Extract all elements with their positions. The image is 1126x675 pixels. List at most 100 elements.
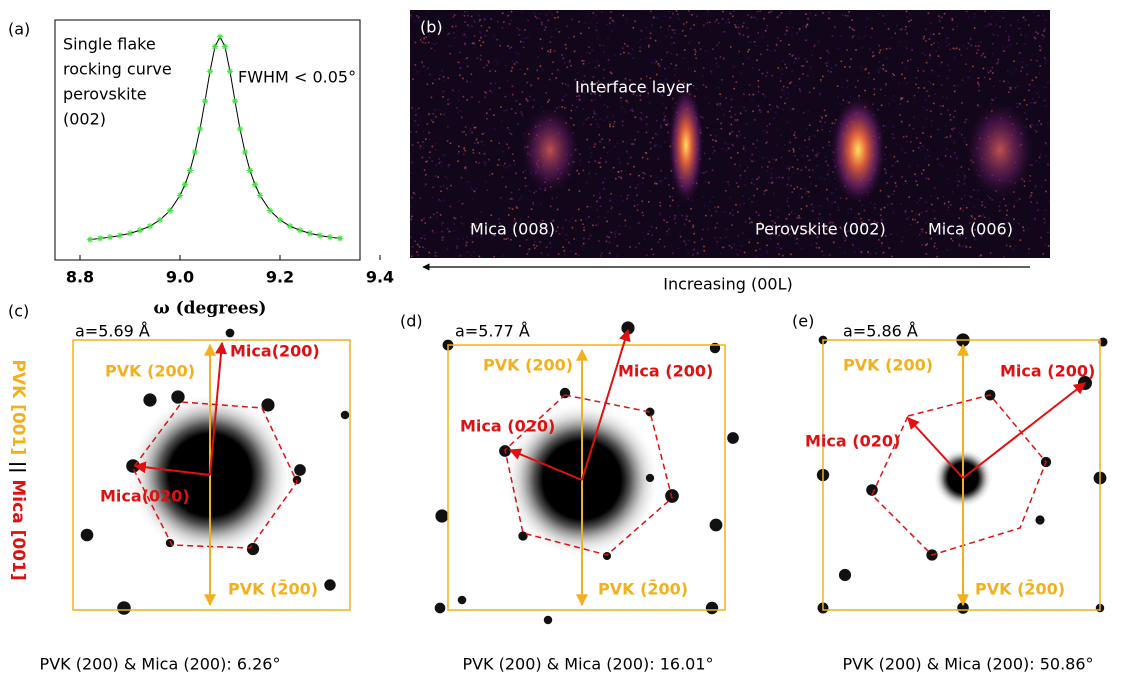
noise-dot (1047, 163, 1049, 166)
noise-dot (1041, 33, 1044, 36)
noise-dot (491, 237, 494, 239)
noise-dot (653, 144, 656, 147)
noise-dot (1030, 59, 1032, 61)
noise-dot (974, 13, 976, 15)
noise-dot (766, 24, 768, 27)
noise-dot (868, 72, 870, 74)
noise-dot (493, 128, 496, 130)
noise-dot (902, 136, 905, 138)
noise-dot (681, 29, 684, 32)
noise-dot (955, 47, 958, 50)
noise-dot (588, 172, 591, 175)
noise-dot (755, 18, 758, 21)
diffraction-spot (543, 615, 553, 625)
noise-dot (434, 109, 436, 111)
noise-dot (823, 254, 825, 257)
noise-dot (1044, 179, 1047, 182)
noise-dot (592, 76, 595, 78)
noise-dot (934, 242, 936, 245)
noise-dot (1016, 85, 1019, 88)
noise-dot (674, 68, 677, 70)
noise-dot (732, 75, 734, 78)
noise-dot (963, 137, 966, 139)
noise-dot (933, 187, 936, 189)
noise-dot (483, 66, 485, 69)
noise-dot (1013, 205, 1015, 208)
noise-dot (980, 234, 983, 236)
noise-dot (725, 21, 727, 24)
noise-dot (508, 129, 511, 132)
diffraction-spot (435, 509, 449, 523)
noise-dot (987, 22, 990, 25)
noise-dot (567, 36, 570, 39)
noise-dot (558, 106, 561, 108)
noise-dot (941, 227, 944, 229)
noise-dot (469, 127, 472, 130)
x-tick-label: 9.0 (166, 268, 194, 287)
noise-dot (508, 214, 510, 216)
noise-dot (871, 55, 874, 58)
noise-dot (491, 91, 494, 94)
noise-dot (930, 203, 933, 206)
noise-dot (441, 223, 443, 226)
noise-dot (612, 115, 614, 118)
noise-dot (708, 181, 710, 184)
noise-dot (514, 51, 517, 54)
noise-dot (796, 158, 799, 161)
noise-dot (505, 64, 507, 67)
noise-dot (501, 26, 504, 29)
noise-dot (847, 208, 850, 211)
panel-label: (d) (400, 312, 423, 331)
noise-dot (578, 190, 581, 192)
noise-dot (927, 164, 930, 166)
noise-dot (786, 29, 788, 32)
noise-dot (947, 200, 950, 203)
noise-dot (758, 176, 760, 179)
noise-dot (436, 211, 439, 214)
noise-dot (683, 49, 686, 51)
noise-dot (747, 14, 749, 16)
noise-dot (629, 246, 631, 248)
noise-dot (978, 215, 980, 218)
noise-dot (459, 67, 462, 69)
noise-dot (442, 90, 444, 93)
noise-dot (621, 120, 624, 123)
noise-dot (453, 230, 455, 232)
noise-dot (982, 67, 985, 70)
noise-dot (801, 196, 803, 199)
noise-dot (925, 177, 928, 180)
peak (965, 100, 1035, 200)
marker (206, 68, 214, 75)
noise-dot (723, 246, 725, 249)
noise-dot (918, 199, 921, 201)
noise-dot (473, 20, 476, 23)
noise-dot (624, 225, 627, 227)
noise-dot (671, 28, 674, 31)
noise-dot (744, 184, 746, 186)
noise-dot (777, 216, 779, 218)
noise-dot (780, 96, 782, 98)
noise-dot (924, 222, 927, 224)
noise-dot (594, 93, 596, 95)
noise-dot (478, 255, 481, 258)
noise-dot (578, 95, 580, 97)
noise-dot (649, 147, 652, 150)
noise-dot (410, 205, 412, 208)
noise-dot (616, 244, 619, 247)
noise-dot (827, 70, 830, 72)
noise-dot (435, 175, 437, 177)
noise-dot (428, 131, 430, 134)
noise-dot (775, 43, 778, 46)
noise-dot (827, 164, 829, 167)
peak (668, 85, 704, 205)
noise-dot (899, 28, 901, 31)
noise-dot (563, 61, 566, 64)
noise-dot (704, 50, 707, 53)
noise-dot (640, 78, 642, 80)
noise-dot (419, 240, 422, 242)
noise-dot (855, 49, 857, 51)
noise-dot (561, 106, 564, 108)
noise-dot (800, 225, 802, 227)
noise-dot (603, 51, 606, 53)
noise-dot (815, 246, 818, 249)
